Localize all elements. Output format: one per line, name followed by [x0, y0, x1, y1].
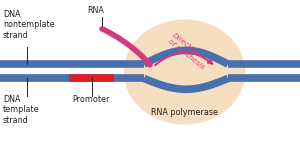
FancyArrowPatch shape — [155, 52, 212, 65]
Text: Promoter: Promoter — [72, 95, 110, 104]
Text: DNA
template
strand: DNA template strand — [3, 95, 40, 125]
Text: RNA polymerase: RNA polymerase — [151, 108, 218, 117]
Ellipse shape — [124, 20, 244, 124]
Text: Direction
of synthesis: Direction of synthesis — [167, 32, 209, 70]
Text: RNA: RNA — [87, 6, 104, 15]
Text: DNA
nontemplate
strand: DNA nontemplate strand — [3, 10, 55, 40]
